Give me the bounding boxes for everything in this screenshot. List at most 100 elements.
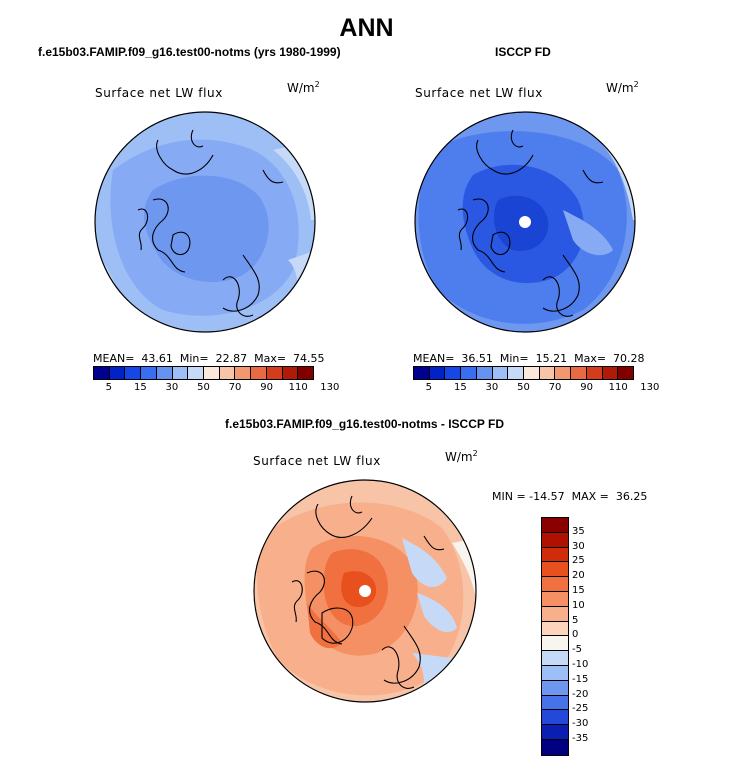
colorbar-swatch bbox=[125, 367, 142, 379]
colorbar-tick-label: 10 bbox=[572, 599, 585, 611]
colorbar-swatch bbox=[94, 367, 110, 379]
colorbar-swatch bbox=[542, 725, 568, 740]
colorbar-swatch bbox=[571, 367, 587, 379]
colorbar-tick-label: 50 bbox=[517, 382, 530, 393]
panel-1-polar-map bbox=[94, 111, 316, 333]
colorbar-swatch bbox=[266, 367, 283, 379]
colorbar-tick-label: 5 bbox=[105, 382, 112, 393]
colorbar-swatch bbox=[542, 547, 568, 563]
panel-1-variable-label: Surface net LW flux bbox=[95, 86, 223, 100]
colorbar-tick-label: 30 bbox=[485, 382, 499, 393]
colorbar-tick-label: 5 bbox=[425, 382, 432, 393]
colorbar-swatch bbox=[539, 367, 556, 379]
colorbar-tick-label: 35 bbox=[572, 525, 585, 537]
panel-3-units: W/m2 bbox=[445, 449, 478, 464]
colorbar-tick-label: 70 bbox=[548, 382, 562, 393]
panel-2-title: ISCCP FD bbox=[495, 45, 551, 59]
colorbar-swatch bbox=[414, 367, 430, 379]
colorbar-tick-label: 130 bbox=[640, 382, 660, 393]
colorbar-swatch bbox=[492, 367, 509, 379]
main-title: ANN bbox=[339, 14, 394, 42]
colorbar-swatch bbox=[429, 367, 446, 379]
panel-3-colorbar bbox=[541, 517, 569, 756]
colorbar-tick-label: 110 bbox=[608, 382, 628, 393]
colorbar-tick-label: -25 bbox=[572, 703, 589, 715]
colorbar-swatch bbox=[602, 367, 619, 379]
panel-2-colorbar: 5 15 30 50 70 90 110 130 bbox=[413, 366, 660, 393]
colorbar-swatch bbox=[542, 532, 568, 548]
panel-2-stats: MEAN= 36.51 Min= 15.21 Max= 70.28 bbox=[413, 352, 645, 365]
colorbar-swatch bbox=[251, 367, 267, 379]
colorbar-swatch bbox=[542, 636, 568, 652]
colorbar-swatch bbox=[235, 367, 252, 379]
colorbar-swatch bbox=[618, 367, 634, 379]
panel-3-colorbar-labels: 35 30 25 20 15 10 5 0 -5 -10 -15 -20 -25 -30 -35 bbox=[572, 517, 612, 757]
colorbar-swatch bbox=[542, 680, 568, 696]
colorbar-tick-label: -5 bbox=[572, 644, 582, 656]
panel-1-colorbar: 5 15 30 50 70 90 110 130 bbox=[93, 366, 340, 393]
panel-1-stats: MEAN= 43.61 Min= 22.87 Max= 74.55 bbox=[93, 352, 325, 365]
colorbar-swatch bbox=[542, 739, 568, 755]
colorbar-swatch bbox=[542, 606, 568, 622]
colorbar-tick-label: -10 bbox=[572, 659, 589, 670]
colorbar-tick-label: -35 bbox=[572, 733, 589, 744]
colorbar-swatch bbox=[141, 367, 157, 379]
colorbar-swatch bbox=[555, 367, 572, 379]
panel-1-units: W/m2 bbox=[287, 80, 320, 95]
colorbar-tick-label: 30 bbox=[572, 540, 585, 552]
colorbar-swatch bbox=[524, 367, 540, 379]
colorbar-tick-label: 30 bbox=[165, 382, 179, 393]
colorbar-tick-label: -15 bbox=[572, 673, 589, 685]
colorbar-tick-label: 130 bbox=[320, 382, 340, 393]
colorbar-tick-label: 15 bbox=[453, 382, 467, 393]
colorbar-tick-label: -20 bbox=[572, 688, 589, 700]
colorbar-tick-label: 90 bbox=[260, 382, 274, 393]
colorbar-swatch bbox=[586, 367, 603, 379]
colorbar-tick-label: 50 bbox=[197, 382, 210, 393]
panel-3-variable-label: Surface net LW flux bbox=[253, 454, 381, 468]
colorbar-tick-label: 90 bbox=[580, 382, 594, 393]
colorbar-swatch bbox=[542, 518, 568, 533]
colorbar-swatch bbox=[508, 367, 525, 379]
panel-3-title: f.e15b03.FAMIP.f09_g16.test00-notms - IS… bbox=[225, 417, 504, 431]
colorbar-tick-label: 5 bbox=[572, 614, 579, 626]
panel-2-colorbar-swatches bbox=[413, 366, 634, 380]
colorbar-swatch bbox=[188, 367, 205, 379]
colorbar-swatch bbox=[219, 367, 236, 379]
colorbar-tick-label: 70 bbox=[228, 382, 242, 393]
panel-3-polar-map bbox=[253, 479, 477, 703]
colorbar-swatch bbox=[172, 367, 189, 379]
panel-1-title: f.e15b03.FAMIP.f09_g16.test00-notms (yrs… bbox=[38, 45, 341, 59]
panel-1-colorbar-labels: 5 15 30 50 70 90 110 130 bbox=[93, 380, 340, 393]
colorbar-swatch bbox=[476, 367, 493, 379]
colorbar-swatch bbox=[542, 651, 568, 666]
colorbar-swatch bbox=[542, 665, 568, 681]
colorbar-tick-label: 15 bbox=[133, 382, 147, 393]
panel-2-units: W/m2 bbox=[606, 80, 639, 95]
colorbar-tick-label: 110 bbox=[288, 382, 308, 393]
colorbar-swatch bbox=[204, 367, 220, 379]
panel-3-stats: MIN = -14.57 MAX = 36.25 bbox=[492, 490, 648, 503]
colorbar-tick-label: 15 bbox=[572, 585, 585, 596]
colorbar-swatch bbox=[542, 562, 568, 578]
panel-2-colorbar-labels: 5 15 30 50 70 90 110 130 bbox=[413, 380, 660, 393]
panel-3-colorbar-swatches bbox=[541, 517, 569, 756]
panel-1-colorbar-swatches bbox=[93, 366, 314, 380]
colorbar-tick-label: -30 bbox=[572, 718, 589, 730]
panel-2-variable-label: Surface net LW flux bbox=[415, 86, 543, 100]
colorbar-tick-label: 25 bbox=[572, 555, 585, 567]
colorbar-swatch bbox=[542, 621, 568, 637]
colorbar-tick-label: 0 bbox=[572, 629, 579, 641]
colorbar-swatch bbox=[461, 367, 477, 379]
colorbar-swatch bbox=[542, 591, 568, 607]
colorbar-swatch bbox=[156, 367, 173, 379]
colorbar-tick-label: 20 bbox=[572, 570, 585, 582]
panel-2-polar-map bbox=[414, 111, 636, 333]
colorbar-swatch bbox=[445, 367, 462, 379]
colorbar-swatch bbox=[542, 695, 568, 711]
colorbar-swatch bbox=[542, 710, 568, 726]
colorbar-swatch bbox=[542, 577, 568, 592]
colorbar-swatch bbox=[298, 367, 314, 379]
colorbar-swatch bbox=[282, 367, 299, 379]
colorbar-swatch bbox=[109, 367, 126, 379]
